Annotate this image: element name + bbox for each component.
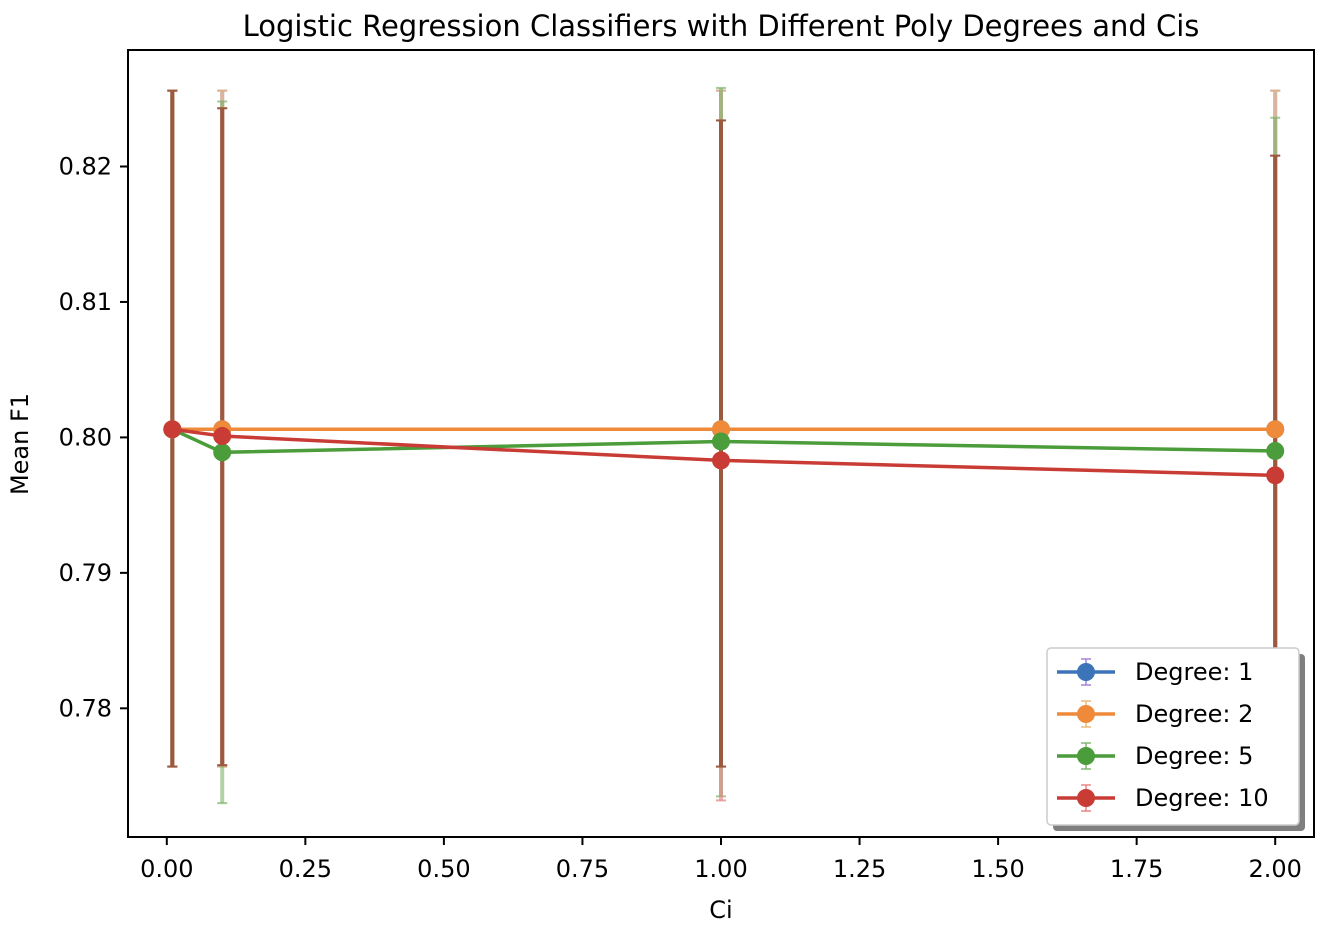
- data-point: [1266, 420, 1285, 439]
- x-axis-label: Ci: [709, 896, 732, 924]
- x-tick-label: 1.50: [971, 855, 1024, 883]
- legend-item: Degree: 5: [1057, 742, 1253, 770]
- y-axis: 0.78 0.79 0.80 0.81 0.82: [59, 152, 128, 722]
- legend-item: Degree: 1: [1057, 658, 1253, 686]
- data-point: [163, 420, 182, 439]
- x-tick-label: 2.00: [1248, 855, 1301, 883]
- chart-title: Logistic Regression Classifiers with Dif…: [243, 9, 1200, 43]
- data-point: [213, 443, 232, 462]
- legend-label: Degree: 5: [1135, 742, 1253, 770]
- legend-item: Degree: 2: [1057, 700, 1253, 728]
- x-tick-label: 1.00: [694, 855, 747, 883]
- y-tick-label: 0.79: [59, 559, 112, 587]
- legend-label: Degree: 10: [1135, 784, 1269, 812]
- plot-area: [163, 86, 1285, 814]
- x-tick-label: 0.50: [417, 855, 470, 883]
- x-tick-label: 0.75: [556, 855, 609, 883]
- x-tick-label: 1.75: [1110, 855, 1163, 883]
- data-point: [1266, 466, 1285, 485]
- x-tick-label: 1.25: [833, 855, 886, 883]
- legend-marker: [1077, 747, 1095, 765]
- legend-item: Degree: 10: [1057, 784, 1269, 812]
- data-point: [712, 451, 730, 470]
- y-tick-label: 0.78: [59, 694, 112, 722]
- series-line: [172, 427, 1276, 478]
- legend-marker: [1077, 663, 1095, 681]
- legend-box: [1046, 647, 1300, 826]
- x-tick-label: 0.00: [140, 855, 193, 883]
- y-tick-label: 0.80: [59, 423, 112, 451]
- data-point: [712, 432, 730, 451]
- legend: Degree: 1 Degree: 2 Degree: 5 Degree: 10: [1046, 647, 1305, 831]
- legend-label: Degree: 1: [1135, 658, 1253, 686]
- data-point: [1266, 441, 1285, 460]
- data-point: [213, 427, 232, 446]
- x-tick-label: 0.25: [279, 855, 332, 883]
- y-axis-label: Mean F1: [6, 393, 34, 495]
- legend-marker: [1077, 705, 1095, 723]
- y-tick-label: 0.81: [59, 288, 112, 316]
- x-axis: 0.00 0.25 0.50 0.75 1.00 1.25 1.50 1.75 2.00: [140, 837, 1302, 883]
- legend-marker: [1077, 789, 1095, 807]
- y-tick-label: 0.82: [59, 152, 112, 180]
- legend-label: Degree: 2: [1135, 700, 1253, 728]
